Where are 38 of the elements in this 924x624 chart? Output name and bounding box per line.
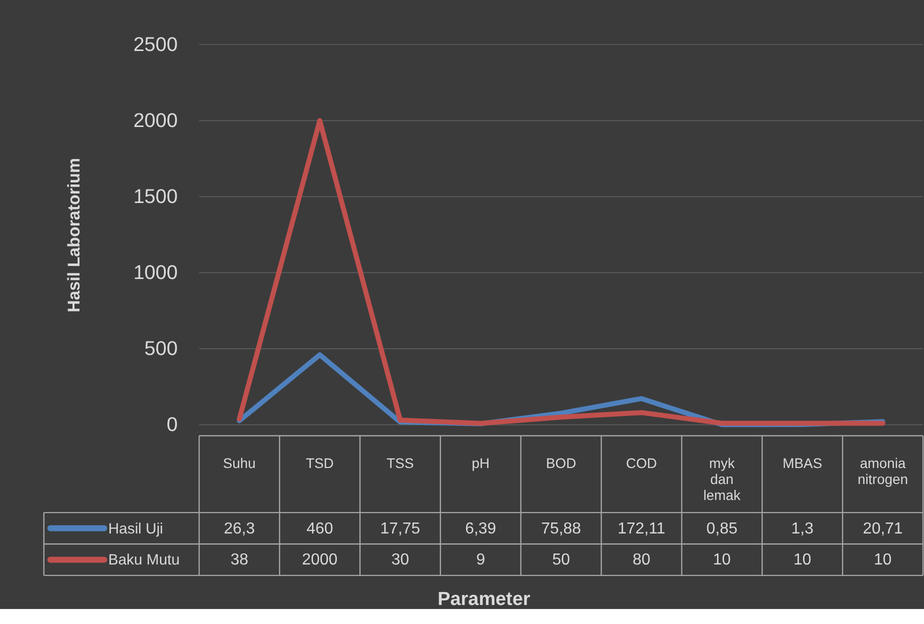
- y-tick-label: 500: [144, 338, 178, 360]
- y-axis-title: Hasil Laboratorium: [64, 158, 84, 312]
- data-label: 460: [306, 520, 334, 538]
- y-tick-label: 2500: [133, 34, 178, 56]
- x-axis-title: Parameter: [438, 588, 531, 610]
- y-tick-label: 1000: [133, 262, 178, 284]
- data-label: 20,71: [862, 520, 903, 538]
- data-label: 1,3: [791, 520, 814, 538]
- data-label: 10: [793, 552, 812, 569]
- x-tick-label: BOD: [546, 455, 576, 472]
- data-label: 50: [552, 552, 570, 569]
- data-label: 0,85: [706, 520, 738, 538]
- data-label: 38: [230, 552, 248, 569]
- data-label: 17,75: [380, 520, 420, 538]
- y-tick-label: 2000: [133, 110, 178, 132]
- legend-label: Baku Mutu: [108, 552, 180, 569]
- x-tick-label: myk dan lemak: [703, 455, 741, 504]
- data-label: 9: [476, 552, 486, 569]
- x-tick-label: Suhu: [223, 455, 256, 472]
- data-label: 75,88: [541, 520, 582, 538]
- x-tick-label: TSD: [306, 455, 334, 472]
- data-label: 26,3: [224, 520, 255, 538]
- legend-label: Hasil Uji: [108, 520, 164, 538]
- line-series: [236, 118, 886, 426]
- data-label: 30: [391, 552, 410, 569]
- data-label: 80: [632, 552, 650, 569]
- y-tick-label: 0: [166, 414, 178, 436]
- x-tick-label: MBAS: [782, 455, 822, 472]
- x-tick-label: TSS: [386, 455, 414, 472]
- data-label: 6,39: [465, 520, 496, 538]
- data-label: 10: [713, 552, 731, 569]
- data-label: 10: [874, 552, 892, 569]
- x-tick-label: pH: [472, 455, 490, 472]
- y-tick-label: 1500: [133, 186, 178, 208]
- x-tick-label: amonia nitrogen: [858, 455, 908, 488]
- data-label: 172,11: [618, 520, 666, 538]
- x-tick-label: COD: [626, 455, 658, 472]
- data-label: 2000: [302, 552, 338, 569]
